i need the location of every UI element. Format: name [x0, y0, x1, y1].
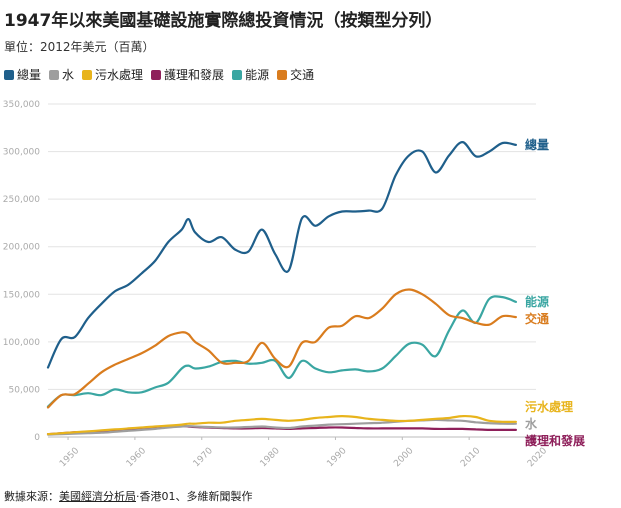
y-axis: 0 50,000 100,000 150,000 200,000 250,000 300,0… — [3, 100, 40, 443]
grid — [48, 103, 536, 438]
footer-suffix: ‧香港01、多維新聞製作 — [136, 490, 253, 503]
legend-item[interactable]: 能源 — [232, 66, 269, 83]
series-end-label: 護理和發展 — [525, 433, 585, 448]
legend: 總量 水 污水處理 護理和發展 能源 交通 — [4, 66, 322, 83]
y-tick-label: 150,000 — [3, 290, 40, 300]
y-tick-label: 200,000 — [3, 243, 40, 253]
chart-title: 1947年以來美國基礎設施實際總投資情況（按類型分列） — [4, 11, 443, 31]
y-tick-label: 0 — [34, 433, 40, 443]
legend-swatch — [232, 69, 243, 80]
x-tick-label: 2020 — [526, 446, 549, 469]
series-line — [46, 414, 517, 436]
series-line — [46, 418, 517, 436]
legend-swatch — [4, 69, 14, 80]
x-tick-label: 1980 — [259, 446, 282, 469]
legend-item[interactable]: 交通 — [277, 66, 314, 83]
y-tick-label: 100,000 — [3, 338, 40, 348]
series-line — [46, 288, 517, 409]
footer: 數據來源：美國經濟分析局‧香港01、多維新聞製作 — [4, 488, 253, 504]
legend-label: 總量 — [17, 68, 42, 82]
legend-item[interactable]: 水 — [49, 66, 74, 83]
series-end-label: 污水處理 — [525, 399, 573, 414]
x-tick-label: 1950 — [58, 446, 81, 469]
x-tick-label: 1960 — [125, 446, 148, 469]
series-end-label: 總量 — [525, 137, 549, 152]
series-line — [46, 141, 517, 369]
series-end-label: 能源 — [525, 294, 549, 309]
x-tick-label: 1990 — [325, 446, 348, 469]
legend-swatch — [277, 69, 288, 80]
y-tick-label: 300,000 — [3, 148, 40, 158]
chart-subtitle: 單位：2012年美元（百萬） — [4, 40, 155, 54]
legend-label: 護理和發展 — [164, 68, 225, 82]
x-tick-label: 1970 — [192, 446, 215, 469]
series-lines — [46, 141, 517, 436]
legend-swatch — [82, 69, 93, 80]
x-tick-label: 2000 — [392, 446, 415, 469]
legend-item[interactable]: 污水處理 — [82, 66, 143, 83]
legend-label: 交通 — [290, 68, 315, 82]
y-tick-label: 250,000 — [3, 195, 40, 205]
series-end-label: 交通 — [525, 311, 549, 326]
legend-item[interactable]: 護理和發展 — [151, 66, 224, 83]
y-tick-label: 50,000 — [9, 385, 41, 395]
legend-swatch — [49, 69, 60, 80]
legend-label: 水 — [62, 68, 75, 82]
legend-item[interactable]: 總量 — [4, 66, 41, 83]
series-line — [46, 295, 517, 408]
legend-label: 污水處理 — [95, 68, 144, 82]
x-axis: 1950 1960 1970 1980 1990 2000 2010 2020 — [58, 437, 549, 469]
legend-swatch — [151, 69, 162, 80]
y-tick-label: 350,000 — [3, 100, 40, 110]
x-tick-label: 2010 — [459, 446, 482, 469]
legend-label: 能源 — [245, 68, 270, 82]
footer-prefix: 數據來源： — [4, 490, 59, 503]
series-end-label: 水 — [525, 416, 538, 431]
source-link[interactable]: 美國經濟分析局 — [59, 490, 136, 503]
